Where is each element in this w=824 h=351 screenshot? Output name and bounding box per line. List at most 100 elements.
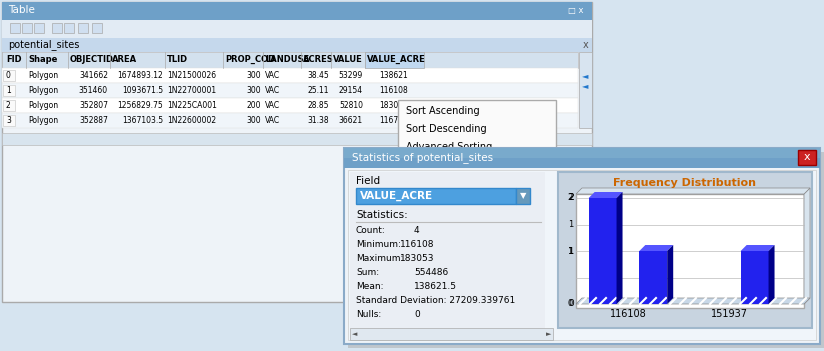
Text: Σ: Σ [402,178,409,188]
Text: 116108: 116108 [379,86,408,95]
Bar [2,83,578,98]
Text: ◄: ◄ [582,81,588,90]
Text: 1674893.12: 1674893.12 [117,71,163,80]
Text: Maximum:: Maximum: [356,254,404,263]
Text: 351460: 351460 [79,86,108,95]
Polygon shape [667,245,673,304]
Text: 1: 1 [569,246,574,256]
Text: 300: 300 [246,71,261,80]
Bar [365,52,424,68]
Bar [350,328,553,340]
Text: Statistics of potential_sites: Statistics of potential_sites [352,152,493,163]
Bar [576,194,804,308]
Text: 1N22700001: 1N22700001 [167,86,216,95]
Text: ACRES: ACRES [303,55,334,64]
Polygon shape [576,188,810,194]
Bar [2,52,578,68]
Text: PROP_COD: PROP_COD [225,55,275,64]
Bar [10,23,20,33]
Bar [798,150,816,165]
Text: 31.38: 31.38 [307,116,329,125]
Text: Sum:: Sum: [356,268,379,277]
Text: 29154: 29154 [339,86,363,95]
Text: Sort Ascending: Sort Ascending [406,106,480,116]
Text: 138621.5: 138621.5 [414,282,457,291]
Text: 1256829.75: 1256829.75 [117,101,163,110]
Text: 2: 2 [569,193,574,203]
Text: Polygon: Polygon [28,116,59,125]
Text: 1093671.5: 1093671.5 [122,86,163,95]
Text: Mean:: Mean: [356,282,383,291]
Text: 151937: 151937 [711,309,747,319]
Bar [399,174,555,192]
Bar [3,85,15,96]
Bar [2,20,592,38]
Text: 3: 3 [6,116,11,125]
Text: 1: 1 [569,246,574,256]
Text: 2: 2 [6,101,11,110]
Text: 300: 300 [246,86,261,95]
Text: Statistics:: Statistics: [356,210,408,220]
Polygon shape [741,245,775,251]
Text: 53299: 53299 [339,71,363,80]
Polygon shape [616,192,623,304]
Text: OBJECTID: OBJECTID [70,55,114,64]
Bar [2,98,578,113]
Polygon shape [804,188,810,304]
Text: Polygon: Polygon [28,101,59,110]
Text: potential_sites: potential_sites [8,39,79,50]
Bar [2,133,592,145]
Bar [22,23,32,33]
Text: TLID: TLID [167,55,188,64]
Text: 1N22600002: 1N22600002 [167,116,216,125]
Bar [78,23,88,33]
Text: Polygon: Polygon [28,86,59,95]
Text: 200: 200 [246,101,261,110]
Text: 183053: 183053 [400,254,434,263]
Text: ◄: ◄ [352,331,358,337]
Text: 25.11: 25.11 [307,86,329,95]
Text: VAC: VAC [265,101,280,110]
Text: VALUE_ACRE: VALUE_ACRE [367,55,426,64]
Text: 300: 300 [246,116,261,125]
Text: ▼: ▼ [520,192,527,200]
Text: 0: 0 [569,299,574,309]
Bar [64,23,74,33]
Text: 1: 1 [6,86,11,95]
Text: 1: 1 [568,220,573,229]
Bar [2,2,592,302]
Text: 36621: 36621 [339,116,363,125]
Text: 116108: 116108 [400,240,434,249]
Bar [350,172,545,338]
Polygon shape [769,245,775,304]
Text: VAC: VAC [265,86,280,95]
Bar [344,148,820,158]
Bar [2,38,592,52]
Text: 352887: 352887 [79,116,108,125]
Bar [34,23,44,33]
Text: AREA: AREA [112,55,137,64]
Bar [344,148,820,168]
Bar [588,198,616,304]
Bar [516,188,530,204]
Bar [348,152,824,348]
Polygon shape [639,245,673,251]
Bar [3,115,15,126]
Text: ◄: ◄ [582,71,588,80]
Text: ►: ► [545,331,551,337]
Text: Table: Table [8,5,35,15]
Bar [398,100,556,212]
Text: Statistics...: Statistics... [416,178,470,188]
Text: x: x [803,152,810,163]
Text: 116704: 116704 [379,116,408,125]
Text: Field: Field [356,176,380,186]
Text: 52810: 52810 [339,101,363,110]
Text: Shape: Shape [28,55,58,64]
Bar [3,100,15,111]
Text: 0: 0 [568,299,573,309]
Bar [2,68,578,83]
Text: 28.85: 28.85 [307,101,329,110]
Text: □ x: □ x [569,7,584,15]
Text: 38.45: 38.45 [307,71,329,80]
Text: Minimum:: Minimum: [356,240,400,249]
